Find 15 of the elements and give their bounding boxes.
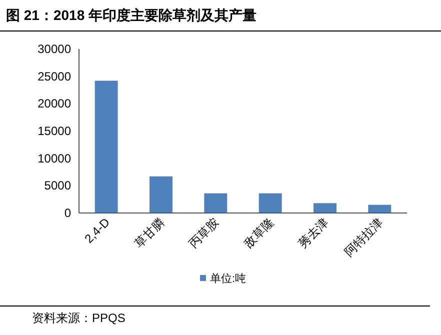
legend-label: 单位:吨: [210, 272, 246, 285]
y-tick-label: 5000: [44, 178, 72, 193]
x-tick-label: 莠去津: [296, 215, 332, 251]
x-tick-label: 丙草胺: [186, 215, 222, 251]
x-tick-label: 敌草隆: [241, 215, 276, 251]
y-tick-label: 30000: [38, 42, 72, 56]
y-tick-label: 20000: [38, 96, 72, 111]
title: 图 21：2018 年印度主要除草剂及其产量: [6, 7, 256, 23]
y-tick-label: 0: [64, 206, 72, 220]
x-tick-label: 草甘膦: [132, 215, 168, 251]
x-tick-label: 阿特拉津: [342, 215, 386, 260]
y-tick-label: 25000: [38, 69, 72, 84]
y-tick-label: 15000: [38, 124, 72, 138]
y-tick-label: 10000: [38, 151, 72, 166]
text: 资料来源：PPQS: [32, 311, 126, 325]
